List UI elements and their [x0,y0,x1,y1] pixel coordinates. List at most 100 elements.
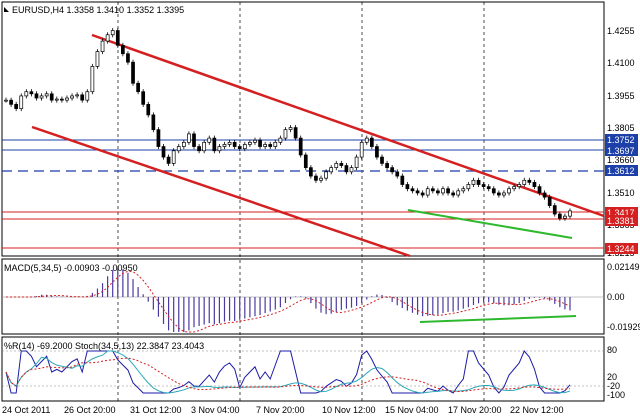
price-tag-bg [605,215,638,226]
candle-body [303,154,308,168]
candle-body [527,179,532,183]
candle-body [273,141,278,147]
time-axis: 24 Oct 2011 26 Oct 20:00 31 Oct 12:00 3 … [2,405,564,415]
symbol-info: EURUSD,H4 1.3358 1.3410 1.3352 1.3395 [12,5,184,15]
macd-histogram [30,268,571,332]
candle-body [532,182,537,187]
candle-body [176,146,181,152]
candle-body [75,94,79,97]
candle-body [49,93,54,101]
candle-body [486,186,491,190]
macd-trend-line-green [419,315,577,323]
price-tag-label: 1.3752 [607,135,635,145]
candle-body [232,141,237,147]
candle-body [65,97,69,101]
wpr-tick: 80 [607,345,617,355]
price-tag-bg [605,207,638,218]
candle-body [354,156,359,168]
candle-body [181,141,186,147]
candle-body [461,188,466,192]
price-tick: 1.4255 [607,26,635,36]
candle-body [563,215,567,219]
candle-body [14,104,19,109]
candle-body [436,190,440,194]
candle-body [359,141,364,158]
candle-body [227,141,232,145]
candle-body [39,95,44,99]
candle-body [400,175,405,185]
williams-r-line [5,350,571,394]
candle-body [324,171,328,179]
time-tick: 26 Oct 20:00 [64,405,116,415]
candle-body [166,156,171,164]
candle-body [202,141,207,152]
candle-body [242,144,247,150]
candle-body [34,93,39,99]
candle-body [375,146,379,158]
time-tick: 10 Nov 12:00 [322,405,376,415]
time-tick: 22 Nov 12:00 [510,405,564,415]
candle-body [314,175,318,181]
candle-body [95,51,100,67]
candle-body [121,44,125,55]
candle-body [364,137,369,143]
candle-body [349,167,354,173]
candle-body [385,163,389,168]
time-tick: 24 Oct 2011 [2,405,50,415]
candle-body [547,196,552,206]
price-tag-label: 1.3612 [607,166,635,176]
candle-body [441,188,445,194]
candle-body [502,192,506,196]
support-line-green [407,209,573,239]
candle-body [80,94,85,101]
candle-body [263,144,267,147]
candle-body [557,213,562,219]
candle-body [298,137,303,156]
candle-body [222,144,227,147]
candlesticks [4,28,572,221]
candle-body [390,167,395,173]
time-grid [117,2,485,401]
candle-body [507,188,511,194]
candle-body [344,165,349,173]
price-tags: 1.3752 1.3697 1.3612 1.3417 1.3381 1.324… [605,134,638,254]
price-tag-label: 1.3697 [607,146,635,156]
macd-tick: -0.01929 [607,322,640,332]
candle-body [24,91,29,97]
candle-body [105,34,110,42]
candle-body [207,137,212,143]
candle-body [115,30,120,46]
candle-body [19,95,24,109]
candle-body [405,184,410,190]
candle-body [100,40,105,52]
time-tick: 31 Oct 12:00 [130,405,182,415]
candle-body [141,91,146,105]
candle-body [136,82,140,93]
candle-body [90,66,95,93]
candle-body [4,99,8,102]
candle-body [217,146,222,152]
candle-body [517,184,522,187]
candle-body [425,188,430,196]
price-tag-bg [605,145,638,156]
candle-body [187,133,191,143]
price-tick: 1.3510 [607,188,635,198]
candle-body [237,146,242,150]
candle-body [253,139,257,143]
price-tag-bg [605,243,638,254]
candle-body [85,91,90,101]
candle-body [309,167,313,177]
candle-body [380,156,384,164]
price-tag-label: 1.3381 [607,216,635,226]
macd-tick: 0.02149 [607,262,640,272]
candle-body [192,133,196,147]
candle-body [146,104,151,116]
main-panel [1,1,605,257]
price-tag-label: 1.3244 [607,244,635,254]
price-tag-bg [605,134,638,145]
candle-body [156,129,161,147]
candle-body [161,146,166,158]
candle-body [522,179,527,185]
candle-body [278,137,283,143]
